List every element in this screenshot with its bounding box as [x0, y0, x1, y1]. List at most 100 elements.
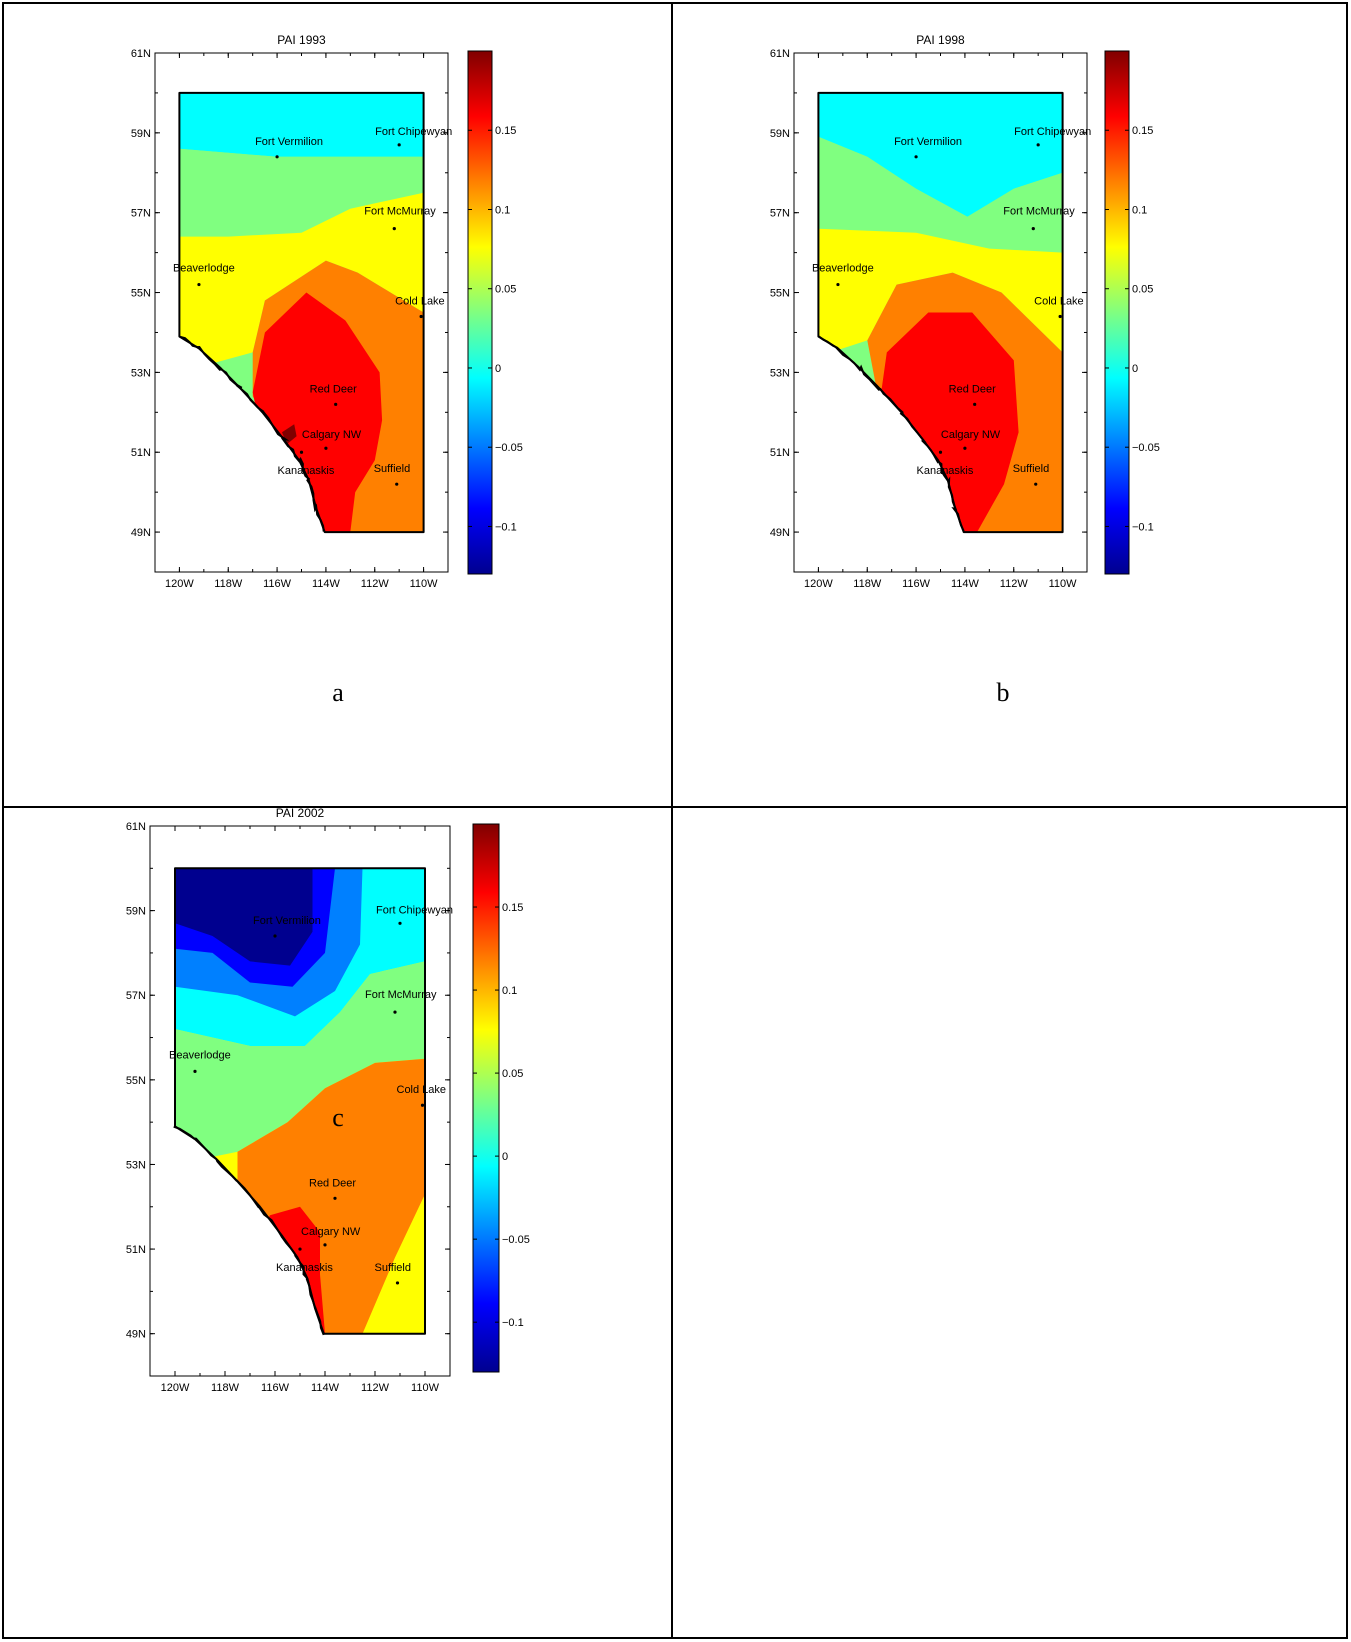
- lat-tick-label: 49N: [131, 527, 151, 539]
- lat-tick-label: 61N: [770, 48, 790, 60]
- lon-tick-label: 118W: [211, 1382, 240, 1394]
- station-label: Calgary NW: [941, 429, 1001, 441]
- lat-tick-label: 61N: [131, 48, 151, 60]
- station-marker: [334, 403, 337, 406]
- station-label: Red Deer: [949, 383, 996, 395]
- station-marker: [300, 451, 303, 454]
- lat-tick-label: 57N: [131, 208, 151, 220]
- lon-tick-label: 116W: [902, 578, 931, 590]
- lon-tick-label: 114W: [951, 578, 980, 590]
- map-figure-c: PAI 200261N59N57N55N53N51N49N120W 118W 116…: [0, 808, 672, 1638]
- lon-tick-label: 110W: [1049, 578, 1078, 590]
- colorbar-tick-label: 0.1: [502, 985, 517, 997]
- colorbar-tick-label: 0.15: [502, 902, 523, 914]
- lat-tick-label: 51N: [126, 1244, 146, 1256]
- map-title-c: PAI 2002: [276, 806, 325, 820]
- station-label: Red Deer: [310, 383, 357, 395]
- lon-tick-label: 120W: [165, 578, 194, 590]
- station-label: Cold Lake: [395, 295, 445, 307]
- station-marker: [396, 1281, 399, 1284]
- lon-tick-label: 112W: [361, 578, 390, 590]
- colorbar-tick-label: −0.05: [495, 442, 523, 454]
- station-label: Fort Vermilion: [253, 915, 321, 927]
- station-marker: [298, 1247, 301, 1250]
- colorbar-tick-label: 0.15: [1132, 125, 1153, 137]
- station-marker: [1059, 315, 1062, 318]
- station-marker: [1037, 143, 1040, 146]
- lat-tick-label: 59N: [770, 128, 790, 140]
- colorbar-tick-label: −0.1: [1132, 521, 1154, 533]
- station-label: Calgary NW: [301, 1226, 361, 1238]
- station-marker: [395, 483, 398, 486]
- colorbar-b: [1105, 51, 1129, 574]
- lon-tick-label: 118W: [853, 578, 882, 590]
- lat-tick-label: 51N: [131, 447, 151, 459]
- station-marker: [1034, 483, 1037, 486]
- station-marker: [398, 922, 401, 925]
- station-label: Red Deer: [309, 1177, 356, 1189]
- colorbar-tick-label: 0: [495, 363, 501, 375]
- lon-tick-label: 116W: [263, 578, 292, 590]
- colorbar-tick-label: −0.1: [502, 1317, 524, 1329]
- station-label: Fort McMurray: [364, 206, 436, 218]
- station-marker: [973, 403, 976, 406]
- station-label: Calgary NW: [302, 429, 362, 441]
- station-label: Beaverlodge: [812, 263, 874, 275]
- colorbar-tick-label: 0: [502, 1151, 508, 1163]
- lat-tick-label: 59N: [126, 906, 146, 918]
- lon-tick-label: 110W: [410, 578, 439, 590]
- station-label: Fort Chipewyan: [1014, 126, 1091, 138]
- station-marker: [421, 1104, 424, 1107]
- lat-tick-label: 55N: [770, 288, 790, 300]
- lon-tick-label: 120W: [804, 578, 833, 590]
- lon-tick-label: 120W: [161, 1382, 190, 1394]
- station-label: Kananaskis: [278, 465, 335, 477]
- station-label: Beaverlodge: [169, 1049, 231, 1061]
- station-marker: [197, 283, 200, 286]
- lat-tick-label: 49N: [126, 1329, 146, 1341]
- lat-tick-label: 53N: [131, 367, 151, 379]
- station-label: Kananaskis: [276, 1262, 333, 1274]
- lat-tick-label: 53N: [126, 1159, 146, 1171]
- panel-letter-a: a: [308, 678, 368, 708]
- station-label: Beaverlodge: [173, 263, 235, 275]
- lon-tick-label: 116W: [261, 1382, 290, 1394]
- colorbar-tick-label: 0: [1132, 363, 1138, 375]
- colorbar-tick-label: −0.1: [495, 521, 517, 533]
- station-marker: [939, 451, 942, 454]
- station-label: Fort Vermilion: [255, 136, 323, 148]
- lon-tick-label: 110W: [411, 1382, 440, 1394]
- colorbar-tick-label: 0.1: [495, 204, 510, 216]
- station-marker: [393, 227, 396, 230]
- lat-tick-label: 57N: [126, 990, 146, 1002]
- map-panel-c: PAI 2002 61N 59N 57N 55N 53N 51N 49N 120W 118W 116…: [0, 808, 672, 1638]
- map-title-b: PAI 1998: [916, 33, 965, 47]
- station-label: Fort McMurray: [365, 989, 437, 1001]
- colorbar-tick-label: 0.05: [502, 1068, 523, 1080]
- lat-tick-label: 53N: [770, 367, 790, 379]
- station-marker: [420, 315, 423, 318]
- lat-tick-label: 57N: [770, 208, 790, 220]
- station-label: Fort Chipewyan: [376, 904, 453, 916]
- lat-tick-label: 55N: [131, 288, 151, 300]
- lon-tick-label: 112W: [361, 1382, 390, 1394]
- map-panel-b: PAI 1998 61N 59N 57N 55N 53N 51N 49N 120W 118W 116…: [673, 0, 1347, 806]
- map-panel-a: PAI 1993 61N 59N 57N 55N 53N 51N 49N 120W 118W 116…: [0, 0, 672, 806]
- colorbar-c: [473, 824, 499, 1372]
- station-marker: [914, 155, 917, 158]
- lon-tick-label: 114W: [311, 1382, 340, 1394]
- station-marker: [323, 1243, 326, 1246]
- colorbar-tick-label: 0.1: [1132, 204, 1147, 216]
- station-marker: [963, 447, 966, 450]
- station-label: Suffield: [1013, 463, 1050, 475]
- station-marker: [333, 1197, 336, 1200]
- lon-tick-label: 114W: [312, 578, 341, 590]
- colorbar-tick-label: −0.05: [1132, 442, 1160, 454]
- station-label: Suffield: [375, 1262, 412, 1274]
- panel-letter-b: b: [973, 678, 1033, 708]
- lat-tick-label: 49N: [770, 527, 790, 539]
- station-label: Suffield: [374, 463, 411, 475]
- station-label: Cold Lake: [397, 1084, 447, 1096]
- colorbar-a: [468, 51, 492, 574]
- colorbar-tick-label: 0.05: [1132, 284, 1153, 296]
